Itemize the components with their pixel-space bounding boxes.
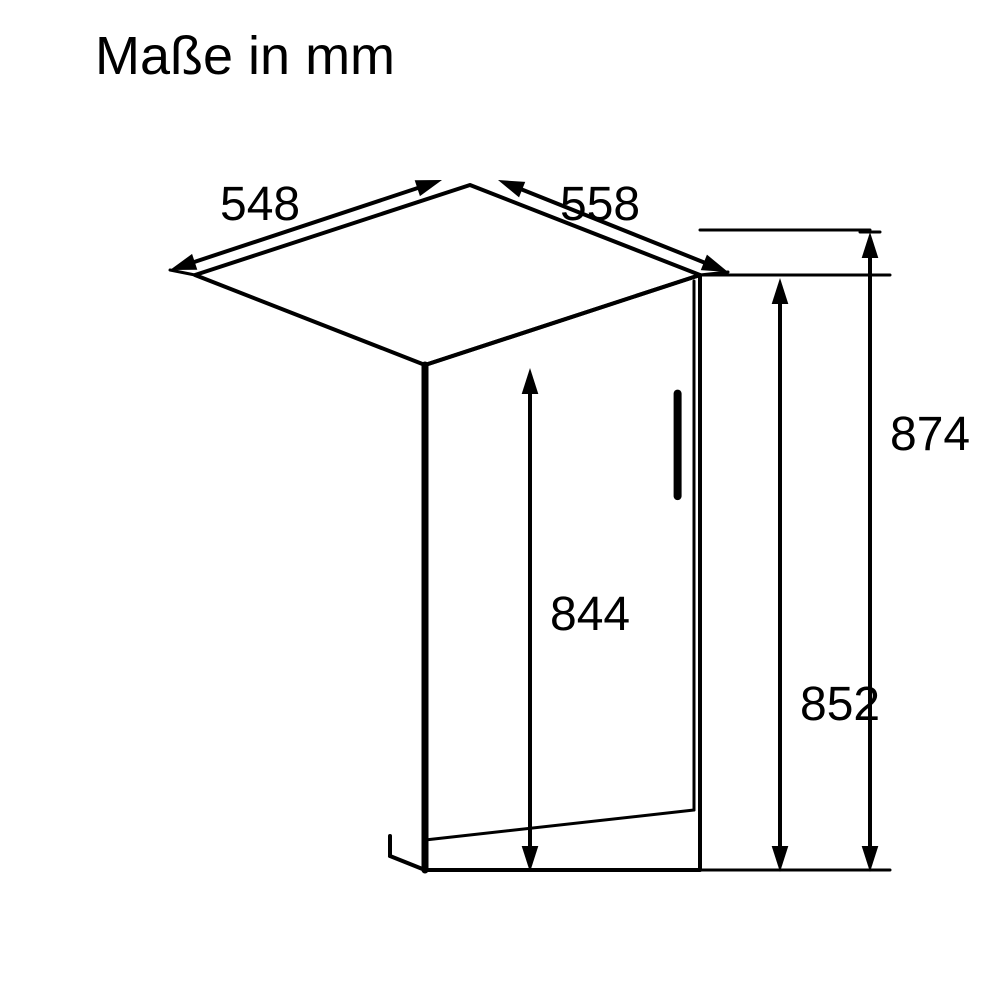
dim-height-mid: 852 [800,678,880,731]
dim-height-outer: 874 [890,408,970,461]
page-title: Maße in mm [95,25,395,87]
dim-depth: 548 [220,178,300,231]
dim-width: 558 [560,178,640,231]
dim-height-inner: 844 [550,588,630,641]
dimension-diagram: 548 558 874 844 852 [0,0,1000,1000]
